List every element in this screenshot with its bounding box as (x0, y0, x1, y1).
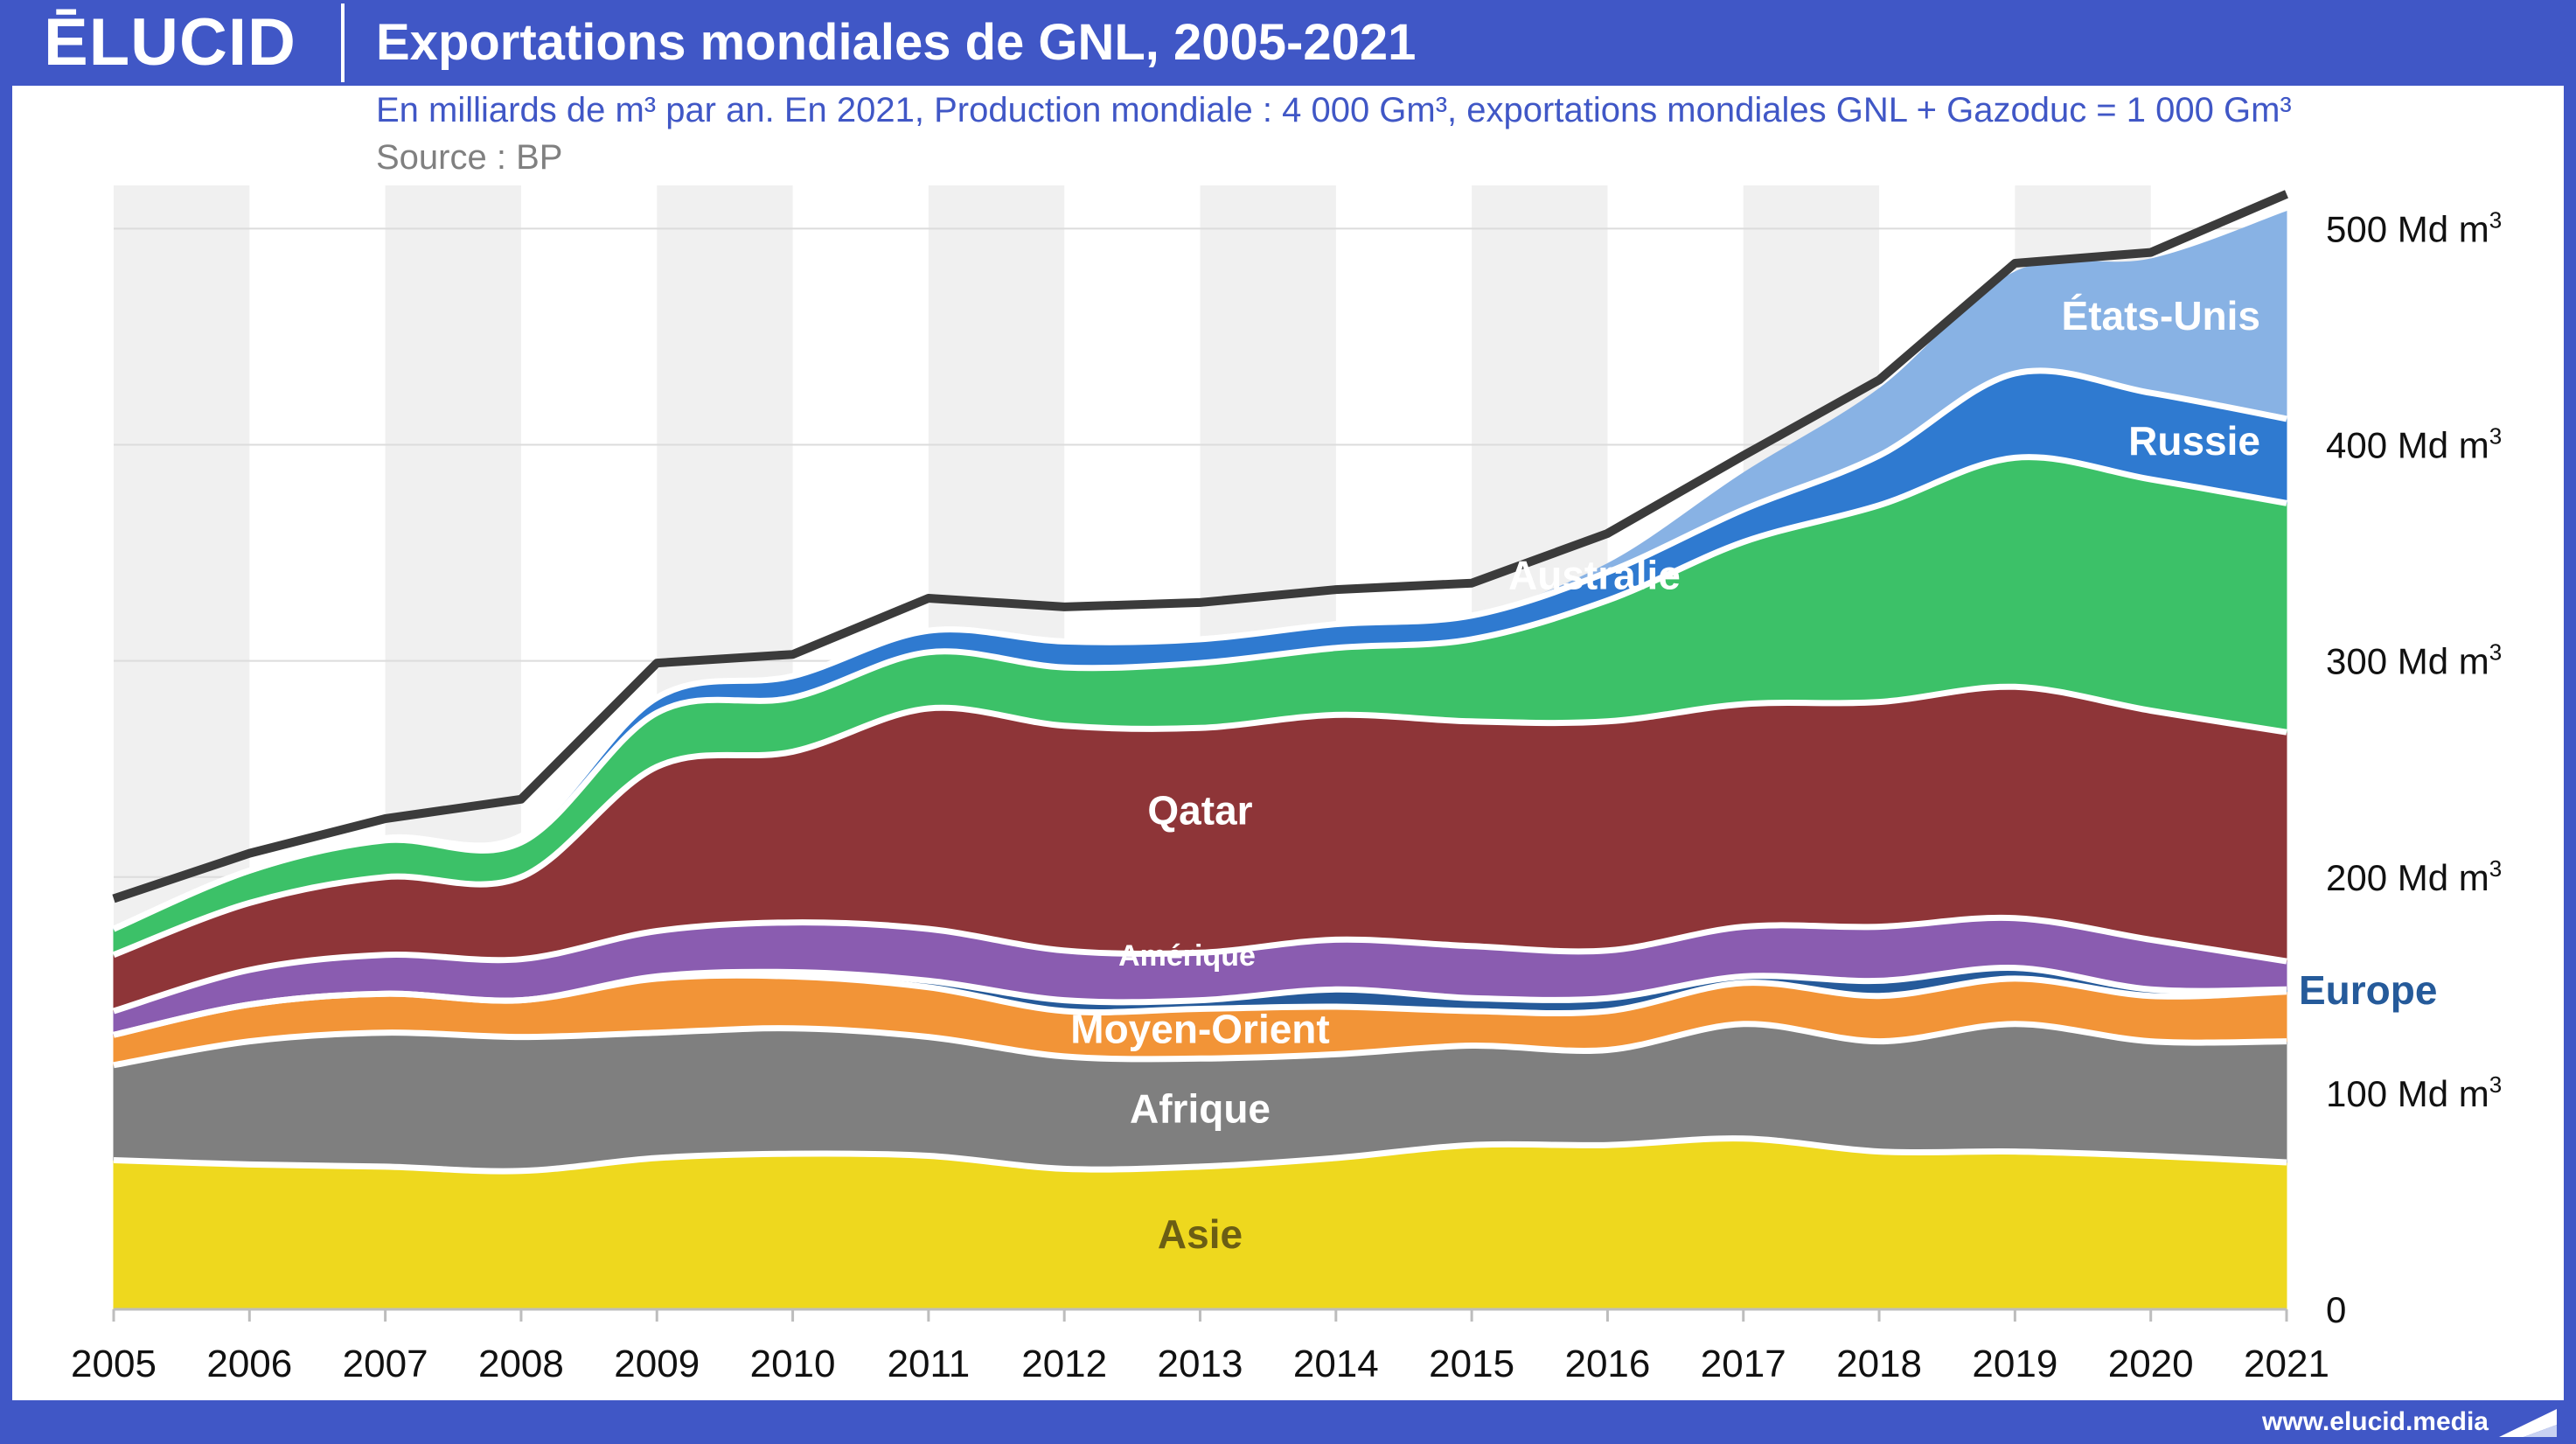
series-label-amérique: Amérique (1118, 939, 1256, 973)
series-separators (112, 367, 2287, 1175)
header-bar (0, 0, 2576, 86)
x-tick-label: 2013 (1158, 1343, 1243, 1385)
series-label-qatar: Qatar (1147, 788, 1252, 834)
x-tick-label: 2020 (2108, 1343, 2194, 1385)
chart-source: Source : BP (376, 138, 563, 177)
separator-asie (113, 1135, 2287, 1175)
y-tick-label: 300 Md m3 (2326, 639, 2502, 682)
elucid-mark-icon (2499, 1409, 2557, 1437)
x-axis: 2005 2006 2007 2008 2009 2010 2011 2012 2013 2014… (71, 1308, 2329, 1385)
series-labels: Asie Afrique Moyen-Orient Europe Amérique Qat… (1070, 293, 2437, 1257)
frame-left (0, 86, 12, 1444)
y-tick-label: 200 Md m3 (2326, 855, 2502, 898)
series-label-europe: Europe (2299, 967, 2437, 1013)
y-tick-sup: 3 (2489, 639, 2502, 666)
x-tick-label: 2012 (1021, 1343, 1107, 1385)
frame-right (2564, 86, 2576, 1444)
x-tick-label: 2018 (1836, 1343, 1922, 1385)
separator-afrique (113, 1021, 2287, 1069)
separator-europe (113, 964, 2287, 1038)
y-tick-sup: 3 (2489, 855, 2502, 882)
y-tick-label: 500 Md m3 (2326, 206, 2502, 249)
y-tick-label: 400 Md m3 (2326, 423, 2502, 466)
series-label-asie: Asie (1158, 1211, 1243, 1257)
y-tick-label: 100 Md m3 (2326, 1071, 2502, 1114)
separator-amérique (112, 914, 2287, 1015)
series-label-russie: Russie (2128, 418, 2260, 464)
y-axis-labels: 0 100 Md m3 200 Md m3 300 Md m3 400 Md m3 500… (2326, 206, 2502, 1330)
separator-australie (112, 454, 2287, 932)
x-tick-label: 2009 (614, 1343, 700, 1385)
x-tick-label: 2019 (1972, 1343, 2057, 1385)
x-tick-label: 2017 (1701, 1343, 1786, 1385)
total-line (112, 190, 2288, 903)
chart-subtitle: En milliards de m³ par an. En 2021, Prod… (376, 91, 2292, 129)
website-link[interactable]: www.elucid.media (2262, 1407, 2489, 1436)
x-tick-label: 2014 (1293, 1343, 1379, 1385)
x-tick-label: 2008 (478, 1343, 564, 1385)
x-tick-label: 2016 (1564, 1343, 1650, 1385)
x-tick-label: 2021 (2244, 1343, 2329, 1385)
y-tick-sup: 3 (2489, 1071, 2502, 1098)
y-tick-sup: 3 (2489, 423, 2502, 450)
y-tick-label: 0 (2326, 1289, 2346, 1330)
series-label-états-unis: États-Unis (2062, 293, 2260, 338)
y-tick-sup: 3 (2489, 206, 2502, 233)
x-tick-label: 2011 (888, 1343, 971, 1385)
x-tick-label: 2010 (750, 1343, 836, 1385)
series-label-australie: Australie (1508, 552, 1681, 597)
x-tick-label: 2007 (343, 1343, 428, 1385)
elucid-logo: ĒLUCID (44, 5, 296, 80)
series-label-afrique: Afrique (1130, 1086, 1271, 1132)
separator-russie (112, 367, 2287, 932)
logo-separator (341, 3, 345, 82)
x-tick-label: 2015 (1429, 1343, 1514, 1385)
footer-bar (0, 1400, 2576, 1444)
total-line-group (112, 190, 2288, 903)
chart-title: Exportations mondiales de GNL, 2005-2021 (376, 14, 1417, 71)
x-tick-label: 2005 (71, 1343, 157, 1385)
x-tick-label: 2006 (206, 1343, 292, 1385)
series-label-moyen-orient: Moyen-Orient (1070, 1006, 1329, 1051)
separator-qatar (112, 683, 2287, 958)
